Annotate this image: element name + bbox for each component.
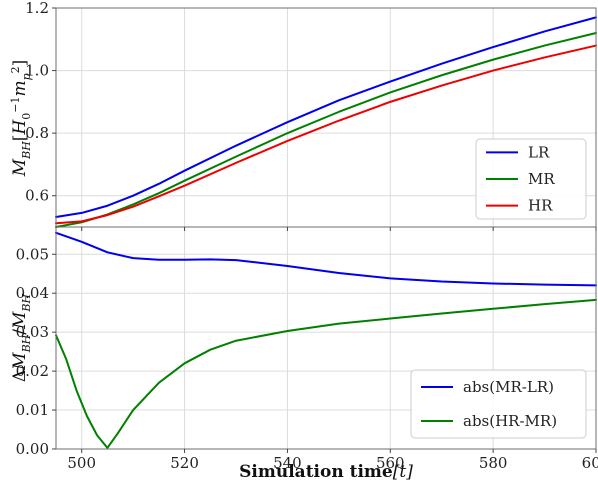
xtick-label-3: 560 [376,454,405,472]
top-ylabel: MBH[H0−1mp2] [9,60,33,178]
panel-0-ytick-label-3: 1.2 [25,0,49,17]
xtick-label-0: 500 [67,454,96,472]
xtick-label-2: 540 [273,454,302,472]
xtick-label-5: 600 [582,454,598,472]
series-layer [55,16,597,449]
panel-1-frame [55,226,597,450]
bottom-ylabel: ΔMBH/MBH [10,293,33,382]
panel-0-legend-box [475,138,587,220]
xlabel: Simulation time[t] [239,462,413,482]
panel-0-series-hr [55,44,597,225]
panel-0-ytick-label-1: 0.8 [25,124,49,142]
panel-1-series-abs-mr-lr- [55,231,597,287]
panel-1-ytick-label-3: 0.03 [16,323,49,341]
panel-1-ytick-label-4: 0.04 [16,284,49,302]
panel-1-series-abs-hr-mr- [55,298,597,449]
xtick-label-4: 580 [479,454,508,472]
xtick-label-1: 520 [170,454,199,472]
panel-1-ytick-label-5: 0.05 [16,245,49,263]
panel-0-legend-label-mr: MR [528,170,555,188]
frame-layer [55,7,597,450]
panel-1-legend-label-abs-mr-lr-: abs(MR-LR) [463,378,554,396]
panel-0-legend-label-lr: LR [528,143,550,161]
tick-layer: 0.6 0.8 1.0 1.2 0.00 0.01 0.02 0.03 0.04 0.05 500 5… [16,0,598,472]
panel-1-legend-box [410,369,587,439]
panel-0-series-lr [55,16,597,218]
legend-layer: LR MR HR abs(MR-LR) abs(HR-MR) [410,138,587,439]
panel-1-ytick-label-2: 0.02 [16,362,49,380]
panel-1-legend-label-abs-hr-mr-: abs(HR-MR) [463,412,557,430]
panel-0-ytick-label-2: 1.0 [25,62,49,80]
panel-0-legend-label-hr: HR [528,197,553,215]
panel-1-ytick-label-0: 0.00 [16,440,49,458]
panel-0-ytick-label-0: 0.6 [25,187,49,205]
panel-1-ytick-label-1: 0.01 [16,401,49,419]
